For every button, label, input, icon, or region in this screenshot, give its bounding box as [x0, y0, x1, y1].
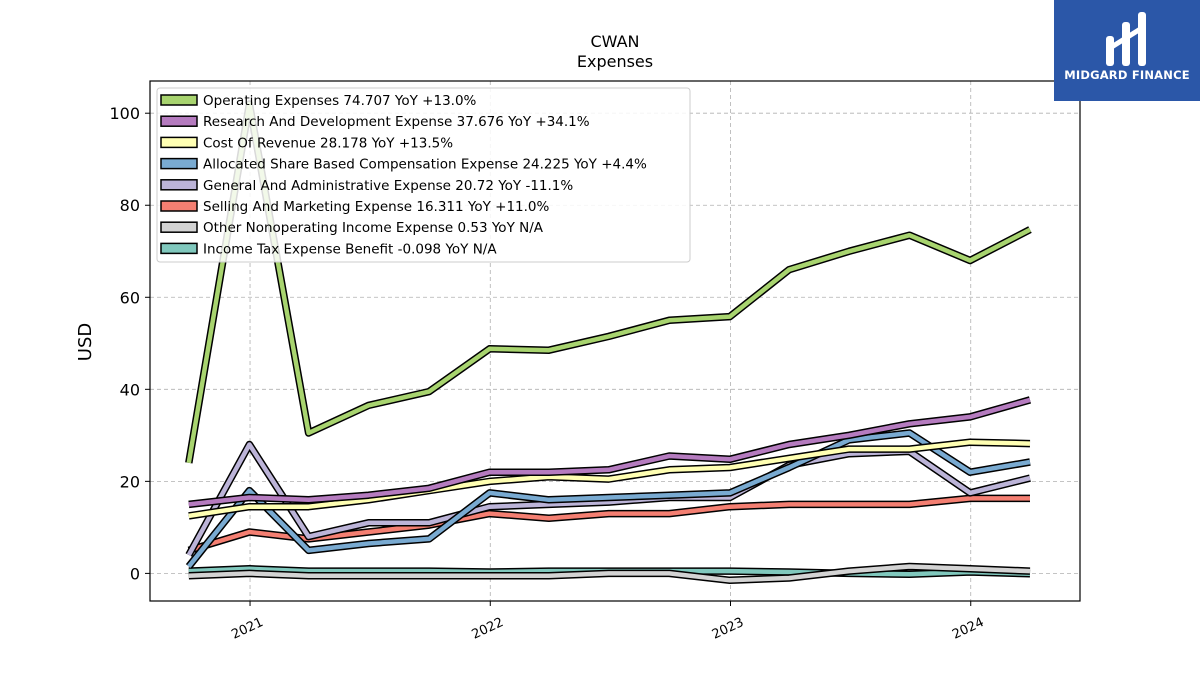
legend-entry: Allocated Share Based Compensation Expen… [203, 157, 647, 173]
series-line [186, 101, 1032, 464]
plot-frame [149, 80, 1081, 602]
x-tick-label: 2022 [470, 615, 506, 643]
series-line-5 [187, 494, 1030, 554]
y-tick-label: 0 [130, 564, 140, 583]
x-tick-label: 2023 [710, 615, 746, 643]
legend-swatch [160, 94, 198, 106]
y-tick-label: 80 [120, 196, 140, 215]
series-line-2 [188, 438, 1031, 520]
y-tick-label: 60 [120, 288, 140, 307]
logo-text: MIDGARD FINANCE [1064, 68, 1190, 82]
legend-swatch [160, 221, 198, 233]
legend-swatch [160, 179, 198, 191]
y-axis-label: USD [75, 323, 96, 361]
legend-swatch [160, 115, 198, 127]
legend-swatch [160, 136, 198, 149]
legend-entry: Other Nonoperating Income Expense 0.53 Y… [203, 220, 544, 236]
series-layer [185, 100, 1032, 585]
series-line [188, 439, 1031, 519]
legend: Operating Expenses 74.707 YoY +13.0% Rese… [156, 87, 691, 263]
brand-logo: MIDGARD FINANCE [1054, 0, 1200, 101]
series-line-1 [188, 396, 1032, 509]
chart-subtitle: Expenses [577, 52, 653, 71]
legend-swatch [160, 200, 198, 212]
legend-entry: Operating Expenses 74.707 YoY +13.0% [203, 93, 477, 109]
legend-swatch [160, 157, 198, 170]
series-line-0 [185, 100, 1032, 464]
legend-entry: Research And Development Expense 37.676 … [203, 114, 590, 130]
series-line [188, 564, 1031, 583]
x-tick-label: 2024 [950, 615, 986, 643]
y-tick-label: 100 [109, 104, 140, 123]
series-line [188, 397, 1031, 507]
legend-entry: Cost Of Revenue 28.178 YoY +13.5% [203, 135, 453, 151]
legend-box [156, 87, 691, 263]
series-line-3 [185, 429, 1031, 569]
chart-title: CWAN [590, 32, 639, 51]
midgard-logo-icon [1106, 12, 1146, 66]
x-tick-label: 2021 [229, 615, 265, 643]
legend-entry: General And Administrative Expense 20.72… [203, 178, 573, 194]
y-tick-label: 20 [120, 472, 140, 491]
series-line [187, 430, 1031, 568]
legend-entry: Selling And Marketing Expense 16.311 YoY… [203, 199, 549, 215]
series-line [188, 496, 1030, 553]
series-line-6 [188, 562, 1031, 585]
legend-entry: Income Tax Expense Benefit -0.098 YoY N/… [203, 241, 497, 257]
y-tick-label: 40 [120, 380, 140, 399]
legend-swatch [160, 242, 198, 255]
